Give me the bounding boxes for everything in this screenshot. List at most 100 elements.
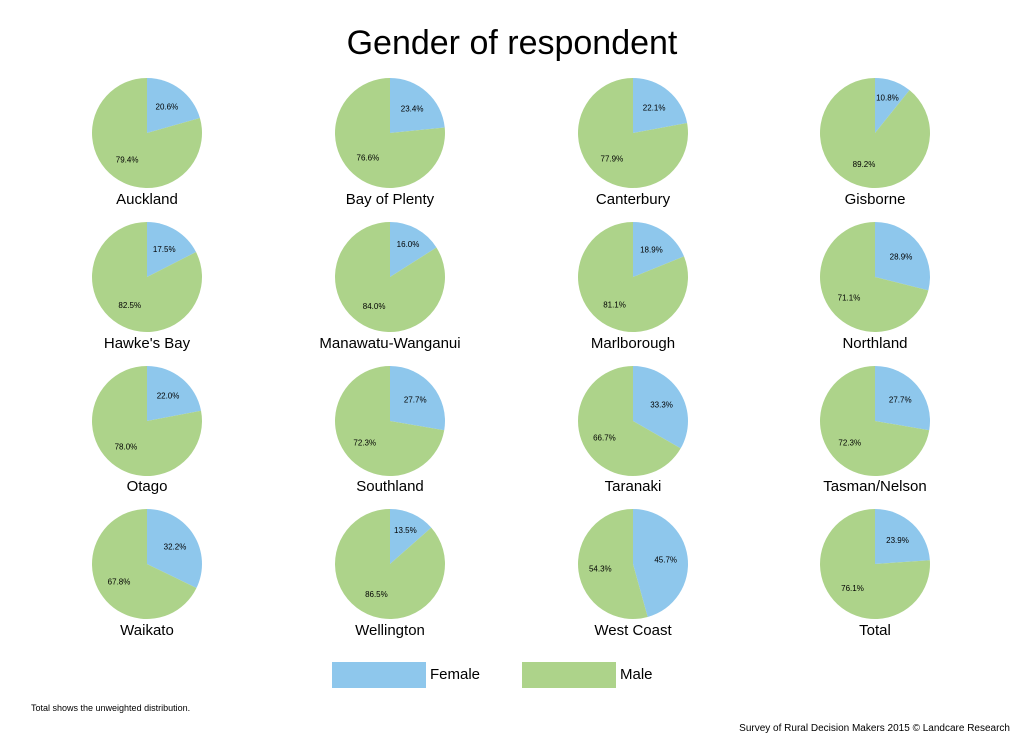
pie-slice-female [633,78,688,133]
pie-data-label: 27.7% [889,396,912,405]
pie-southland: 27.7% 72.3% [335,366,445,476]
pie-data-label: 20.6% [156,103,179,112]
pie-data-label: 78.0% [115,442,138,451]
pie-label-manawatu-wanganui: Manawatu-Wanganui [319,335,461,352]
pie-data-label: 76.1% [841,584,864,593]
pie-slice-male [91,509,197,619]
pie-otago: 22.0% 78.0% [92,366,202,476]
pie-data-label: 79.4% [116,155,139,164]
pie-data-label: 28.9% [890,253,913,262]
pie-label-marlborough: Marlborough [590,335,676,352]
pie-total: 23.9% 76.1% [820,509,930,619]
pie-slice-female [390,509,432,564]
pie-data-label: 86.5% [365,590,388,599]
pie-data-label: 67.8% [108,578,131,587]
pie-data-label: 16.0% [397,240,420,249]
pie-wellington: 13.5% 86.5% [335,509,445,619]
footnote: Total shows the unweighted distribution. [31,703,191,713]
pie-slice-male [92,366,202,476]
pie-label-auckland: Auckland [116,191,178,208]
pie-slice-female [875,78,910,133]
pie-label-wellington: Wellington [355,622,425,639]
pie-taranaki: 33.3% 66.7% [578,366,688,476]
pie-bay-of-plenty: 23.4% 76.6% [335,78,445,188]
pie-slice-female [147,366,202,421]
pie-west-coast: 45.7% 54.3% [578,509,688,619]
pie-label-total: Total [859,622,891,639]
pie-data-label: 72.3% [838,438,861,447]
pie-marlborough: 18.9% 81.1% [578,222,688,332]
legend-label-male: Male [620,666,653,683]
pie-canterbury: 22.1% 77.9% [578,78,688,188]
pie-slice-female [147,509,202,589]
pie-data-label: 18.9% [640,246,663,255]
pie-data-label: 23.4% [401,105,424,114]
pie-slice-female [390,366,445,431]
pie-label-waikato: Waikato [120,622,174,639]
pie-data-label: 77.9% [601,154,624,163]
pie-data-label: 22.0% [157,392,180,401]
pie-data-label: 54.3% [589,564,612,573]
source-credit: Survey of Rural Decision Makers 2015 © L… [739,723,1010,734]
pie-slice-female [875,222,930,291]
pie-auckland: 20.6% 79.4% [91,78,202,188]
pie-waikato: 32.2% 67.8% [91,509,202,619]
pie-slice-male [820,222,929,332]
pie-gisborne: 10.8% 89.2% [820,78,930,188]
pie-slice-male [820,78,930,188]
pie-data-label: 27.7% [404,396,427,405]
pie-slice-male [91,78,202,188]
pie-data-label: 32.2% [164,542,187,551]
pie-data-label: 71.1% [838,293,861,302]
pie-data-label: 82.5% [118,301,141,310]
pie-slice-female [390,222,437,277]
pie-slice-male [578,366,681,476]
pie-slice-female [633,509,688,618]
pie-slice-female [633,366,688,449]
pie-data-label: 72.3% [353,438,376,447]
pie-data-label: 33.3% [650,400,673,409]
pie-data-label: 45.7% [654,556,677,565]
pie-data-label: 17.5% [153,245,176,254]
pie-slice-male [92,222,202,332]
pie-slice-male [578,509,648,619]
pie-label-taranaki: Taranaki [604,478,662,495]
pie-tasman-nelson: 27.7% 72.3% [820,366,930,476]
pie-data-label: 10.8% [876,94,899,103]
pie-data-label: 81.1% [603,300,626,309]
pie-slice-female [633,222,685,277]
pie-label-west-coast: West Coast [594,622,672,639]
legend-label-female: Female [430,666,481,683]
pie-slice-male [820,509,930,619]
pie-label-otago: Otago [126,478,168,495]
pie-data-label: 84.0% [363,302,386,311]
pie-data-label: 76.6% [357,153,380,162]
pie-data-label: 66.7% [593,434,616,443]
pie-northland: 28.9% 71.1% [820,222,930,332]
pie-manawatu-wanganui: 16.0% 84.0% [335,222,445,332]
pie-label-canterbury: Canterbury [595,191,671,208]
pie-label-hawke-s-bay: Hawke's Bay [103,335,191,352]
pie-slice-female [875,366,930,431]
pie-data-label: 89.2% [853,160,876,169]
pie-slice-female [147,78,200,133]
legend-swatch-male [522,662,616,688]
pie-slice-female [875,509,930,564]
chart-title: Gender of respondent [346,24,678,62]
pie-slice-male [578,78,688,188]
pie-slice-male [335,222,445,332]
pie-slice-male [335,78,445,188]
pie-label-southland: Southland [356,478,424,495]
pie-slice-male [335,509,445,619]
pie-slice-male [335,366,445,476]
pie-data-label: 13.5% [394,526,417,535]
pie-label-tasman-nelson: Tasman/Nelson [823,478,927,495]
pie-hawke-s-bay: 17.5% 82.5% [92,222,202,332]
pie-label-northland: Northland [842,335,908,352]
pie-slice-female [390,78,445,133]
pie-data-label: 22.1% [643,104,666,113]
pie-slice-male [820,366,930,476]
pie-slice-female [147,222,197,277]
pie-slice-male [578,222,688,332]
